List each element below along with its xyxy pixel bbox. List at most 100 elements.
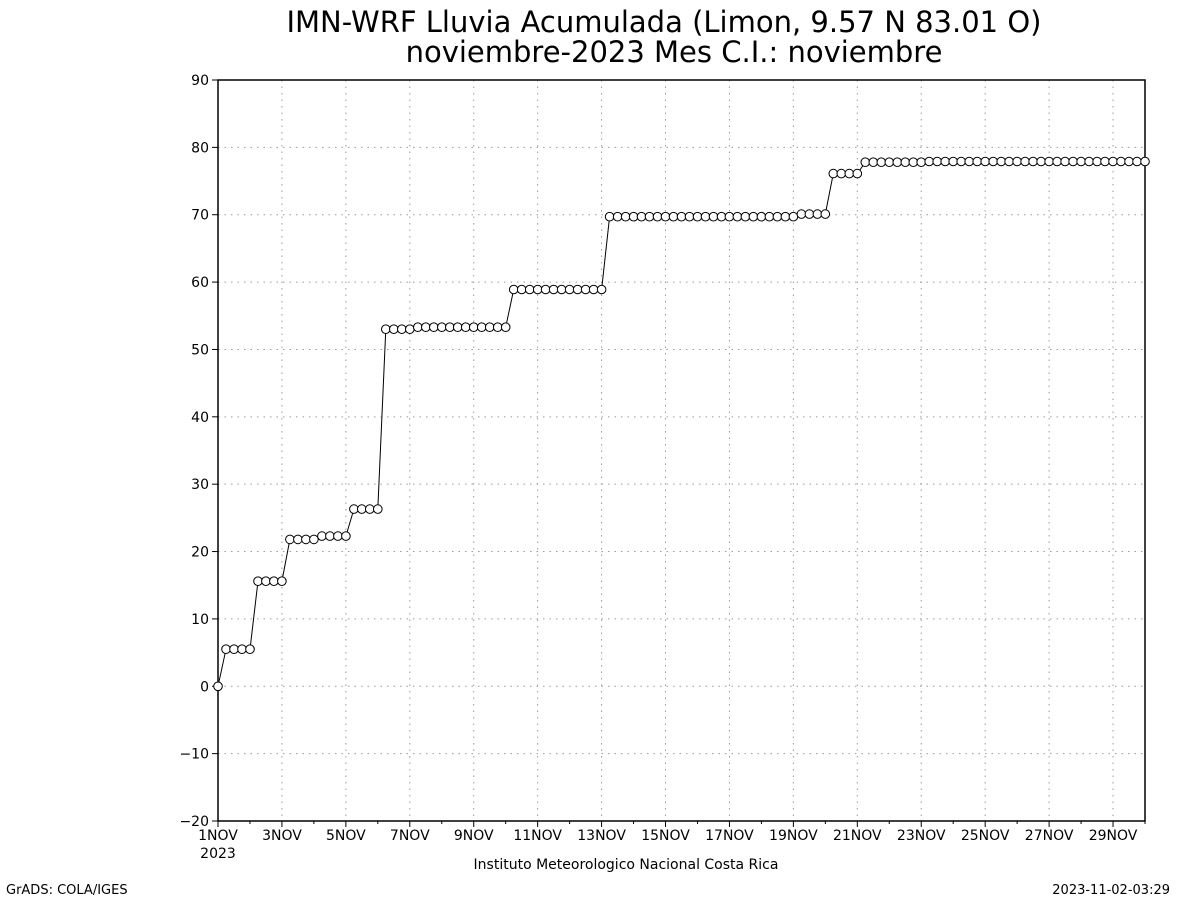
- y-tick-label: 20: [191, 545, 209, 561]
- data-point: [1116, 156, 1126, 167]
- y-tick-label: 70: [191, 208, 209, 224]
- data-point: [1068, 156, 1078, 167]
- grads-credit: GrADS: COLA/IGES: [6, 883, 128, 898]
- data-point: [844, 168, 855, 179]
- data-point: [708, 211, 719, 222]
- chart-title: IMN-WRF Lluvia Acumulada (Limon, 9.57 N …: [286, 5, 1041, 39]
- series: [213, 156, 1150, 692]
- data-point: [452, 322, 463, 333]
- x-tick-label: 15NOV: [641, 828, 690, 844]
- data-point: [476, 322, 487, 333]
- timestamp-label: 2023-11-02-03:29: [1052, 883, 1170, 898]
- x-tick-label: 7NOV: [390, 828, 430, 844]
- x-tick-label: 23NOV: [897, 828, 946, 844]
- y-tick-label: 90: [191, 73, 209, 89]
- data-point: [628, 211, 639, 222]
- x-tick-label: 13NOV: [577, 828, 626, 844]
- data-point: [764, 211, 775, 222]
- y-tick-label: −20: [179, 814, 209, 830]
- data-point: [732, 211, 743, 222]
- data-point: [1004, 156, 1014, 167]
- data-point: [1100, 156, 1110, 167]
- data-point: [684, 211, 695, 222]
- data-point: [868, 157, 879, 167]
- data-point: [780, 211, 791, 222]
- data-point: [1092, 156, 1102, 167]
- data-point: [948, 156, 959, 167]
- data-point: [245, 644, 255, 655]
- data-point: [668, 211, 679, 222]
- data-point: [524, 284, 535, 295]
- data-point: [285, 534, 295, 545]
- data-point: [389, 324, 399, 335]
- data-point: [437, 322, 447, 333]
- data-point: [924, 156, 935, 167]
- data-point: [1052, 156, 1062, 167]
- data-point: [1012, 156, 1022, 167]
- data-point: [309, 534, 319, 545]
- data-point: [580, 284, 591, 295]
- data-point: [445, 322, 455, 333]
- data-point: [365, 504, 375, 514]
- data-point: [564, 284, 575, 295]
- data-point: [900, 157, 911, 167]
- plot-frame: [217, 79, 1146, 822]
- data-point: [660, 211, 671, 222]
- y-tick-label: 30: [191, 477, 209, 493]
- data-point: [676, 211, 687, 222]
- x-tick-label: 3NOV: [262, 828, 302, 844]
- y-tick-label: 40: [191, 410, 209, 426]
- x-tick-label: 29NOV: [1089, 828, 1138, 844]
- data-point: [1108, 156, 1118, 167]
- data-point: [716, 211, 727, 222]
- data-point: [516, 284, 527, 295]
- data-point: [988, 156, 999, 167]
- data-point: [588, 284, 599, 295]
- data-point: [820, 209, 831, 219]
- data-point: [301, 534, 311, 545]
- data-point: [836, 168, 847, 179]
- data-point: [1060, 156, 1070, 167]
- y-tick-label: −10: [179, 747, 209, 763]
- data-point: [277, 576, 287, 587]
- data-point: [612, 211, 623, 222]
- data-point: [237, 644, 247, 655]
- x-tick-sublabel: 2023: [200, 846, 236, 862]
- data-point: [253, 576, 263, 587]
- data-point: [333, 531, 343, 541]
- data-point: [980, 156, 991, 167]
- data-point: [892, 157, 903, 167]
- data-point: [828, 168, 839, 179]
- data-point: [884, 157, 895, 167]
- data-point: [1124, 156, 1134, 167]
- x-tick-label: 21NOV: [833, 828, 882, 844]
- y-axis: −20 −10 0 10 20 30 40 50 60 70 80 90: [179, 73, 218, 830]
- chart-subtitle: noviembre-2023 Mes C.I.: noviembre: [406, 35, 943, 69]
- x-tick-label: 5NOV: [326, 828, 366, 844]
- data-point: [1028, 156, 1038, 167]
- y-tick-label: 80: [191, 140, 209, 156]
- data-point: [1132, 156, 1142, 167]
- x-axis: 1NOV 2023 3NOV 5NOV 7NOV 9NOV 11NOV 13NOV 15NOV 1…: [198, 821, 1146, 862]
- data-point: [652, 211, 663, 222]
- data-point: [500, 322, 511, 333]
- x-tick-label: 11NOV: [513, 828, 562, 844]
- data-point: [261, 576, 271, 587]
- data-point: [644, 211, 655, 222]
- data-point: [724, 211, 735, 222]
- y-tick-label: 0: [200, 679, 209, 695]
- data-point: [876, 157, 887, 167]
- data-point: [341, 531, 351, 541]
- data-point: [996, 156, 1007, 167]
- data-point: [556, 284, 567, 295]
- data-point: [572, 284, 583, 295]
- data-point: [692, 211, 703, 222]
- data-point: [620, 211, 631, 222]
- data-point: [484, 322, 495, 333]
- data-point: [397, 324, 407, 335]
- data-point: [604, 211, 615, 222]
- data-point: [796, 209, 807, 219]
- data-point: [972, 156, 983, 167]
- data-point: [492, 322, 503, 333]
- data-point: [421, 322, 431, 333]
